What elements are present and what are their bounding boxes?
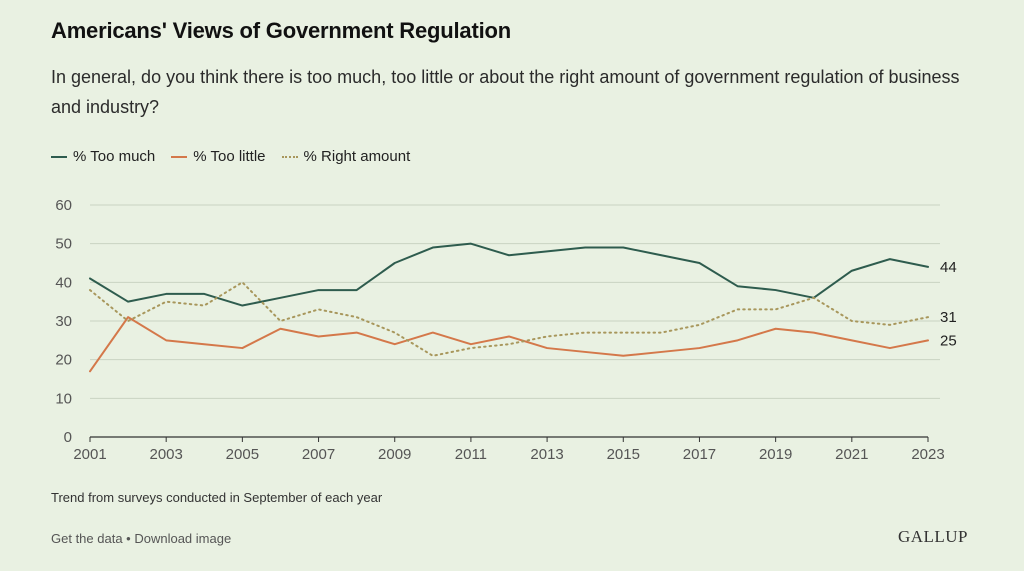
legend-swatch-right-amount (281, 155, 298, 158)
x-tick-label: 2013 (530, 446, 563, 463)
legend-item-too-much: % Too much (51, 148, 155, 165)
series-line-too-little (89, 316, 929, 373)
chart-footer: Get the data • Download image (51, 531, 231, 546)
footer-separator: • (122, 531, 135, 546)
x-tick-label: 2003 (149, 446, 182, 463)
chart-legend: % Too much % Too little % Right amount (51, 148, 426, 165)
legend-label-too-little: % Too little (193, 148, 266, 165)
y-tick-label: 30 (55, 313, 72, 330)
get-data-link[interactable]: Get the data (51, 531, 123, 546)
x-tick-label: 2009 (378, 446, 411, 463)
series-line-too-much (89, 242, 929, 307)
x-tick-label: 2021 (835, 446, 868, 463)
chart-note: Trend from surveys conducted in Septembe… (51, 490, 383, 505)
x-tick-label: 2001 (73, 446, 106, 463)
chart-title: Americans' Views of Government Regulatio… (51, 18, 511, 43)
end-label-right-amount: 31 (940, 309, 957, 326)
legend-swatch-too-little (171, 155, 188, 158)
x-tick-label: 2017 (683, 446, 716, 463)
x-tick-label: 2005 (226, 446, 259, 463)
y-tick-label: 40 (55, 274, 72, 291)
legend-swatch-too-much (51, 155, 67, 158)
gallup-logo: GALLUP (897, 527, 968, 546)
series-line-right-amount (89, 281, 929, 357)
x-tick-label: 2011 (455, 446, 487, 463)
download-image-link[interactable]: Download image (134, 531, 232, 546)
end-label-too-little: 25 (940, 332, 957, 349)
y-tick-label: 0 (64, 429, 72, 446)
chart-subtitle: In general, do you think there is too mu… (51, 67, 960, 117)
legend-label-right-amount: % Right amount (303, 148, 411, 165)
y-tick-label: 10 (55, 390, 72, 407)
y-tick-label: 60 (55, 197, 72, 214)
legend-label-too-much: % Too much (73, 148, 156, 165)
line-chart: 0 10 20 30 40 50 60 2001 2003 2005 2007 2009 2011 201… (55, 197, 957, 463)
end-label-too-much: 44 (940, 259, 957, 276)
legend-item-too-little: % Too little (171, 148, 266, 165)
x-tick-label: 2019 (759, 446, 792, 463)
legend-item-right-amount: % Right amount (281, 148, 411, 165)
x-tick-label: 2023 (911, 446, 944, 463)
x-tick-label: 2007 (302, 446, 335, 463)
x-tick-label: 2015 (607, 446, 640, 463)
y-tick-label: 50 (55, 236, 72, 253)
y-tick-label: 20 (55, 352, 72, 369)
